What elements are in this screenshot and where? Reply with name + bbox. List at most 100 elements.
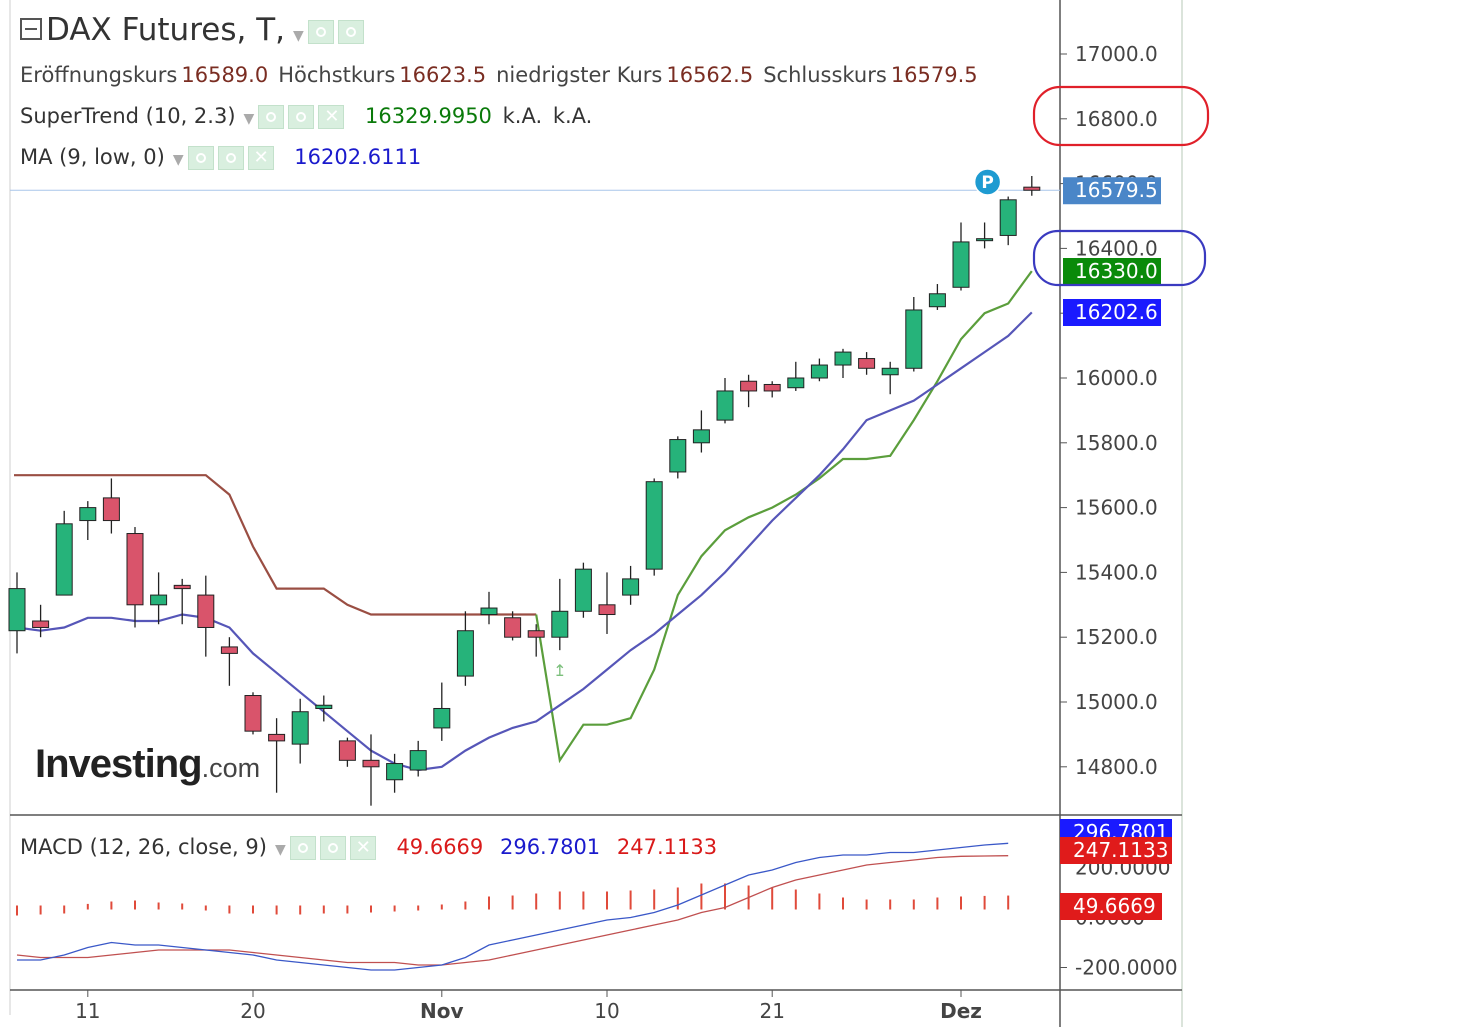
candle[interactable] bbox=[645, 478, 663, 576]
pivot-badge-icon[interactable] bbox=[973, 168, 1002, 196]
candle[interactable] bbox=[480, 591, 498, 625]
candle[interactable] bbox=[8, 572, 26, 654]
candle[interactable] bbox=[386, 753, 404, 793]
candle[interactable] bbox=[763, 381, 781, 398]
candle-body-up bbox=[456, 630, 474, 677]
candle[interactable] bbox=[669, 436, 687, 479]
close-icon[interactable] bbox=[247, 146, 274, 170]
close-icon[interactable] bbox=[318, 105, 345, 129]
close-icon[interactable] bbox=[349, 836, 376, 860]
eye-icon[interactable] bbox=[289, 836, 316, 860]
candle[interactable] bbox=[952, 222, 970, 291]
candle[interactable] bbox=[433, 682, 451, 741]
supertrend-tag-label: 16330.0 bbox=[1075, 259, 1158, 283]
gear-icon[interactable] bbox=[217, 146, 244, 170]
y-tick-label: 15600.0 bbox=[1075, 496, 1158, 520]
high-label: Höchstkurs bbox=[278, 63, 396, 87]
macd-signal-value: 247.1133 bbox=[616, 835, 718, 859]
candle-body-up bbox=[716, 390, 734, 421]
candle-body-up bbox=[999, 199, 1017, 236]
candle[interactable] bbox=[976, 222, 994, 249]
chevron-down-icon[interactable]: ▼ bbox=[293, 28, 304, 44]
candle[interactable] bbox=[834, 348, 852, 378]
candle[interactable] bbox=[692, 410, 710, 453]
gear-icon[interactable] bbox=[337, 19, 364, 44]
supertrend-label[interactable]: SuperTrend (10, 2.3) bbox=[20, 104, 236, 128]
candle[interactable] bbox=[291, 698, 309, 764]
y-tick-label: 17000.0 bbox=[1075, 42, 1158, 66]
candle[interactable] bbox=[32, 604, 50, 638]
candle-body-up bbox=[622, 578, 640, 596]
candle[interactable] bbox=[551, 578, 569, 651]
candle-body-down bbox=[740, 380, 758, 392]
ma-tag: 16202.6 bbox=[1063, 299, 1161, 326]
chevron-down-icon[interactable]: ▼ bbox=[243, 111, 255, 127]
candle[interactable] bbox=[1023, 175, 1041, 196]
candle[interactable] bbox=[244, 692, 262, 735]
last-price-tag-bg bbox=[1063, 177, 1161, 205]
candle-body-down bbox=[197, 594, 215, 628]
candle[interactable] bbox=[881, 361, 899, 395]
candle[interactable] bbox=[197, 575, 215, 657]
macd-pane[interactable] bbox=[16, 842, 1010, 971]
eye-icon[interactable] bbox=[258, 105, 285, 129]
candle[interactable] bbox=[504, 611, 522, 641]
candle-body-down bbox=[220, 646, 238, 654]
candle[interactable] bbox=[787, 361, 805, 391]
x-tick-label: 10 bbox=[594, 999, 619, 1023]
candle[interactable] bbox=[598, 572, 616, 634]
candle-body-up bbox=[810, 364, 828, 379]
candle[interactable] bbox=[79, 501, 97, 540]
candle[interactable] bbox=[55, 510, 73, 596]
gear-icon[interactable] bbox=[319, 836, 346, 860]
candle[interactable] bbox=[126, 527, 144, 628]
collapse-toggle-icon[interactable] bbox=[20, 17, 42, 40]
supertrend-down-line bbox=[14, 474, 537, 616]
candle[interactable] bbox=[905, 297, 923, 372]
candle[interactable] bbox=[150, 572, 168, 625]
eye-icon[interactable] bbox=[187, 146, 214, 170]
candle[interactable] bbox=[338, 737, 356, 767]
candle[interactable] bbox=[409, 740, 427, 777]
supertrend-tag: 16330.0 bbox=[1063, 258, 1161, 285]
ma-tag-bg bbox=[1063, 299, 1161, 326]
histogram-tag: 49.6669 bbox=[1060, 893, 1162, 920]
main-price-pane[interactable] bbox=[8, 175, 1060, 806]
candle[interactable] bbox=[173, 578, 191, 625]
y-tick-label: 14800.0 bbox=[1075, 755, 1158, 779]
candle-body-up bbox=[669, 439, 687, 473]
candle[interactable] bbox=[220, 637, 238, 686]
candle[interactable] bbox=[999, 196, 1017, 246]
candle[interactable] bbox=[574, 562, 592, 618]
high-value: 16623.5 bbox=[399, 63, 487, 87]
candle[interactable] bbox=[740, 374, 758, 408]
candle[interactable] bbox=[362, 734, 380, 806]
x-tick-label: 20 bbox=[240, 999, 265, 1023]
macd-line-value: 296.7801 bbox=[499, 835, 601, 859]
candle-body-up bbox=[480, 607, 498, 616]
candle[interactable] bbox=[456, 611, 474, 686]
candle[interactable] bbox=[315, 695, 333, 722]
chevron-down-icon[interactable]: ▼ bbox=[274, 842, 286, 858]
candle[interactable] bbox=[102, 478, 120, 534]
candle[interactable] bbox=[268, 718, 286, 793]
candle[interactable] bbox=[928, 284, 946, 310]
macd-signal-line bbox=[16, 855, 1009, 966]
macd-label[interactable]: MACD (12, 26, close, 9) bbox=[20, 835, 267, 859]
gear-icon[interactable] bbox=[288, 105, 315, 129]
candle[interactable] bbox=[527, 624, 545, 657]
candle[interactable] bbox=[622, 565, 640, 605]
candle[interactable] bbox=[858, 352, 876, 375]
highlight-ellipse-red bbox=[1032, 85, 1210, 147]
chevron-down-icon[interactable]: ▼ bbox=[172, 152, 184, 168]
candle[interactable] bbox=[716, 378, 734, 424]
investing-logo: Investing.com bbox=[35, 742, 260, 787]
ma-label[interactable]: MA (9, low, 0) bbox=[20, 145, 165, 169]
eye-icon[interactable] bbox=[307, 19, 334, 44]
candle-body-up bbox=[976, 238, 994, 242]
candle[interactable] bbox=[810, 358, 828, 382]
histogram-tag-bg bbox=[1060, 893, 1162, 920]
candle-body-down bbox=[504, 617, 522, 638]
candle-body-down bbox=[102, 497, 120, 522]
